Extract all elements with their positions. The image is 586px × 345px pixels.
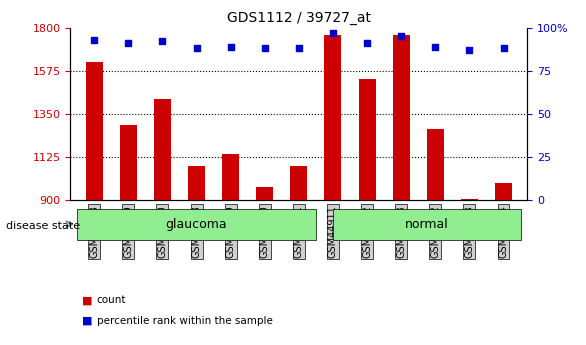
Point <box>124 40 133 46</box>
Text: count: count <box>97 295 126 305</box>
Bar <box>495 183 512 200</box>
FancyBboxPatch shape <box>333 209 520 240</box>
Point <box>158 39 167 44</box>
Point <box>260 46 270 51</box>
Point <box>294 46 304 51</box>
Point <box>465 47 474 53</box>
Point <box>328 30 338 36</box>
Bar <box>154 99 171 200</box>
Bar <box>120 125 137 200</box>
Bar <box>325 35 342 200</box>
Title: GDS1112 / 39727_at: GDS1112 / 39727_at <box>227 11 371 25</box>
FancyBboxPatch shape <box>77 209 316 240</box>
Bar <box>359 79 376 200</box>
Text: ■: ■ <box>82 316 93 326</box>
Point <box>499 46 508 51</box>
Point <box>397 33 406 39</box>
Point <box>431 44 440 49</box>
Point <box>90 37 99 42</box>
Bar <box>461 199 478 200</box>
Bar <box>427 129 444 200</box>
Bar <box>290 166 308 200</box>
Bar <box>256 187 273 200</box>
Point <box>362 40 372 46</box>
Text: ■: ■ <box>82 295 93 305</box>
Text: disease state: disease state <box>6 221 80 231</box>
Bar <box>222 154 239 200</box>
Bar <box>393 35 410 200</box>
Bar <box>86 62 103 200</box>
Point <box>226 44 236 49</box>
Text: glaucoma: glaucoma <box>166 218 227 231</box>
Bar <box>188 166 205 200</box>
Text: percentile rank within the sample: percentile rank within the sample <box>97 316 272 326</box>
Text: normal: normal <box>405 218 449 231</box>
Point <box>192 46 201 51</box>
